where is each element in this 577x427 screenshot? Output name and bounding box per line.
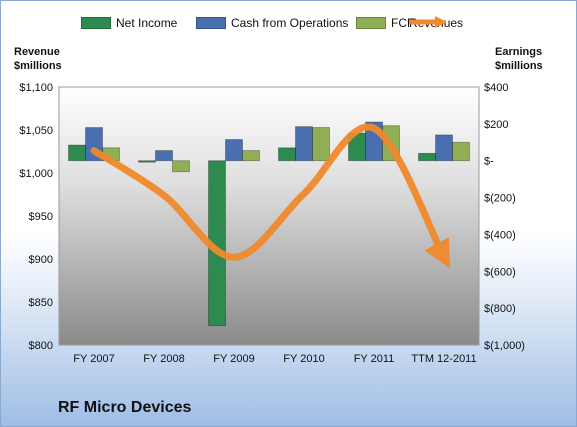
left-tick-label: $850 xyxy=(29,297,53,309)
x-tick-label: TTM 12-2011 xyxy=(411,353,476,365)
bar-fcf xyxy=(312,127,330,162)
legend-item-fcf: FCF xyxy=(356,16,414,30)
left-tick-label: $1,000 xyxy=(19,168,53,180)
plot-area xyxy=(58,86,480,346)
right-axis-title: Earnings $millions xyxy=(495,45,543,73)
legend-label-fcf: FCF xyxy=(391,16,415,30)
right-tick-label: $(400) xyxy=(484,229,516,241)
bar-fcf xyxy=(242,150,260,162)
right-tick-label: $(1,000) xyxy=(484,340,525,352)
bar-net-income xyxy=(138,160,156,163)
bar-cash-from-operations xyxy=(435,134,453,162)
left-tick-label: $1,100 xyxy=(19,82,53,94)
right-tick-label: $400 xyxy=(484,82,508,94)
left-axis-title: Revenue $millions xyxy=(14,45,62,73)
x-tick-label: FY 2009 xyxy=(213,353,254,365)
bar-cash-from-operations xyxy=(295,126,313,162)
left-axis-title-line1: Revenue xyxy=(14,46,60,58)
legend-label-net-income: Net Income xyxy=(116,16,178,30)
bar-net-income xyxy=(418,152,436,162)
right-tick-label: $(200) xyxy=(484,193,516,205)
x-tick-label: FY 2007 xyxy=(73,353,114,365)
legend-label-cash-from-operations: Cash from Operations xyxy=(231,16,349,30)
bar-cash-from-operations xyxy=(155,150,173,162)
left-tick-label: $900 xyxy=(29,254,53,266)
legend-swatch-net-income xyxy=(81,17,111,29)
x-tick-label: FY 2008 xyxy=(143,353,184,365)
legend-item-revenues: Revenues xyxy=(409,16,463,30)
x-tick-label: FY 2011 xyxy=(354,353,395,365)
right-axis-title-line1: Earnings xyxy=(495,46,543,58)
legend-swatch-cash-from-operations xyxy=(196,17,226,29)
left-tick-label: $1,050 xyxy=(19,125,53,137)
legend-item-cash-from-operations: Cash from Operations xyxy=(196,16,348,30)
bar-fcf xyxy=(452,141,470,162)
right-tick-label: $200 xyxy=(484,119,508,131)
left-tick-label: $800 xyxy=(29,340,53,352)
chart-legend: Net Income Cash from Operations FCFRevenue… xyxy=(1,16,576,34)
right-tick-label: $- xyxy=(484,156,494,168)
legend-swatch-revenues xyxy=(409,16,447,28)
company-name: RF Micro Devices xyxy=(58,399,192,416)
right-tick-label: $(600) xyxy=(484,266,516,278)
line-revenues xyxy=(90,123,451,269)
right-tick-label: $(800) xyxy=(484,303,516,315)
right-axis-title-line2: $millions xyxy=(495,60,543,72)
bar-net-income xyxy=(68,144,86,162)
left-tick-label: $950 xyxy=(29,211,53,223)
left-axis-title-line2: $millions xyxy=(14,60,62,72)
bar-fcf xyxy=(172,160,190,173)
x-tick-label: FY 2010 xyxy=(283,353,324,365)
legend-item-net-income: Net Income xyxy=(81,16,177,30)
legend-swatch-fcf xyxy=(356,17,386,29)
bar-cash-from-operations xyxy=(225,139,243,162)
bar-net-income xyxy=(278,147,296,162)
